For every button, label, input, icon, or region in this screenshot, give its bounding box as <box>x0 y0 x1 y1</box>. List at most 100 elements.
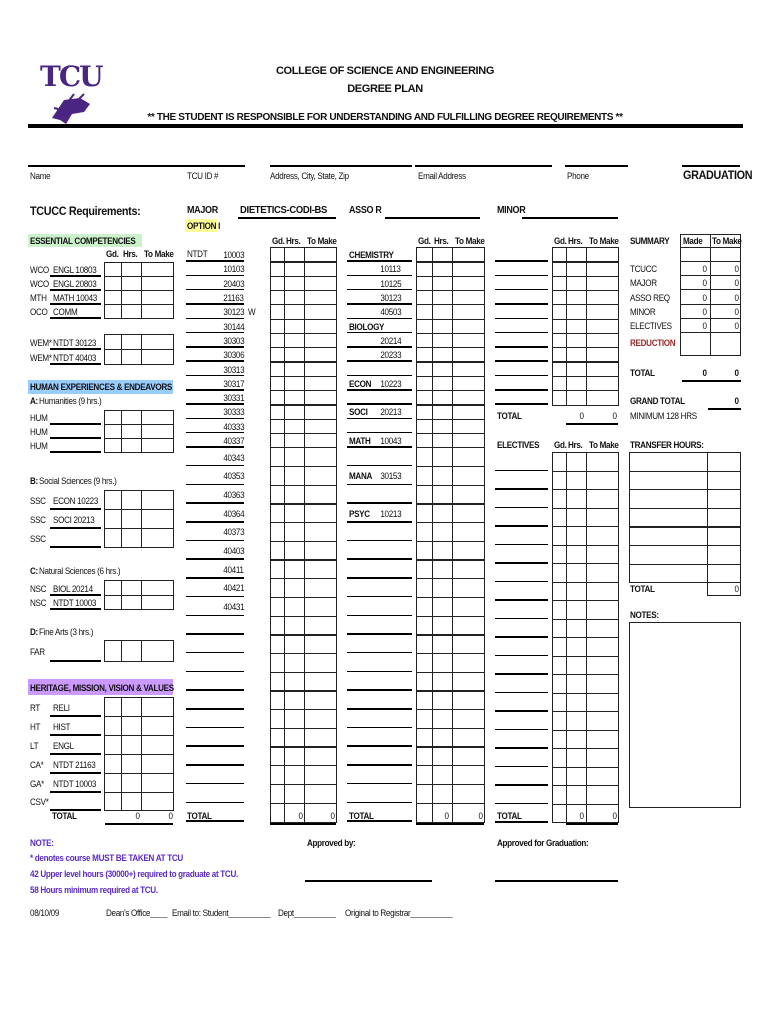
major-cell-gd[interactable] <box>270 289 286 306</box>
asso-cell-gd[interactable] <box>416 559 434 580</box>
major-cell-to-make[interactable] <box>304 275 338 292</box>
asso-cell-gd[interactable] <box>416 690 434 711</box>
electives-cell-hrs[interactable] <box>566 452 588 472</box>
electives-cell-gd[interactable] <box>552 544 568 565</box>
major-cell-gd[interactable] <box>270 783 286 804</box>
electives-cell-to-make[interactable] <box>586 581 620 602</box>
asso-cell-to-make[interactable] <box>452 465 486 486</box>
minor-cell-hrs[interactable] <box>566 375 588 392</box>
major-cell-hrs[interactable] <box>284 746 306 767</box>
electives-cell-gd[interactable] <box>552 729 568 750</box>
notes-box[interactable] <box>629 622 741 808</box>
essential-cell-to-make[interactable] <box>141 304 175 320</box>
wem-cell-to-make[interactable] <box>141 349 175 366</box>
electives-cell-hrs[interactable] <box>566 507 588 528</box>
asso-cell-to-make[interactable] <box>452 404 486 420</box>
major-cell-gd[interactable] <box>270 484 286 505</box>
humanities-cell-hrs[interactable] <box>121 438 143 454</box>
electives-cell-gd[interactable] <box>552 674 568 694</box>
major-cell-hrs[interactable] <box>284 318 306 335</box>
transfer-hours-cell[interactable] <box>707 545 741 565</box>
electives-cell-to-make[interactable] <box>586 748 620 768</box>
social-sciences-cell-gd[interactable] <box>104 528 123 549</box>
major-cell-to-make[interactable] <box>304 690 338 711</box>
essential-cell-hrs[interactable] <box>121 276 143 292</box>
asso-cell-gd[interactable] <box>416 418 434 435</box>
humanities-cell-gd[interactable] <box>104 410 123 426</box>
asso-cell-gd[interactable] <box>416 390 434 406</box>
major-cell-hrs[interactable] <box>284 447 306 468</box>
transfer-hours-cell[interactable] <box>707 452 741 472</box>
phone-field[interactable] <box>565 165 628 167</box>
minor-cell-gd[interactable] <box>552 304 568 320</box>
essential-cell-to-make[interactable] <box>141 290 175 306</box>
asso-cell-hrs[interactable] <box>432 275 454 292</box>
asso-cell-hrs[interactable] <box>432 765 454 786</box>
asso-cell-gd[interactable] <box>416 347 434 363</box>
minor-cell-to-make[interactable] <box>586 361 620 377</box>
minor-cell-hrs[interactable] <box>566 261 588 277</box>
major-cell-gd[interactable] <box>270 634 286 655</box>
minor-cell-gd[interactable] <box>552 375 568 392</box>
major-cell-to-make[interactable] <box>304 361 338 377</box>
major-cell-hrs[interactable] <box>284 418 306 435</box>
major-cell-to-make[interactable] <box>304 432 338 449</box>
electives-cell-to-make[interactable] <box>586 600 620 620</box>
asso-cell-gd[interactable] <box>416 503 434 524</box>
fine-arts-cell-hrs[interactable] <box>121 640 143 663</box>
asso-cell-to-make[interactable] <box>452 671 486 692</box>
asso-cell-hrs[interactable] <box>432 447 454 468</box>
electives-cell-hrs[interactable] <box>566 748 588 768</box>
transfer-course-cell[interactable] <box>629 470 708 491</box>
asso-cell-gd[interactable] <box>416 746 434 767</box>
hmvv-cell-hrs[interactable] <box>121 697 143 718</box>
essential-cell-gd[interactable] <box>104 276 123 292</box>
essential-cell-hrs[interactable] <box>121 304 143 320</box>
minor-cell-hrs[interactable] <box>566 361 588 377</box>
electives-cell-to-make[interactable] <box>586 766 620 787</box>
essential-cell-hrs[interactable] <box>121 262 143 278</box>
asso-cell-hrs[interactable] <box>432 247 454 263</box>
minor-cell-gd[interactable] <box>552 261 568 277</box>
name-field[interactable] <box>28 165 245 167</box>
major-cell-to-make[interactable] <box>304 578 338 599</box>
asso-cell-hrs[interactable] <box>432 261 454 277</box>
asso-cell-to-make[interactable] <box>452 578 486 599</box>
fine-arts-cell-gd[interactable] <box>104 640 123 663</box>
humanities-cell-to-make[interactable] <box>141 438 175 454</box>
major-cell-to-make[interactable] <box>304 615 338 636</box>
electives-cell-hrs[interactable] <box>566 563 588 583</box>
asso-cell-hrs[interactable] <box>432 304 454 320</box>
hmvv-cell-gd[interactable] <box>104 754 123 775</box>
asso-cell-to-make[interactable] <box>452 247 486 263</box>
major-cell-hrs[interactable] <box>284 522 306 542</box>
asso-cell-gd[interactable] <box>416 247 434 263</box>
asso-cell-hrs[interactable] <box>432 652 454 673</box>
natural-sciences-cell-hrs[interactable] <box>121 580 143 597</box>
asso-cell-to-make[interactable] <box>452 275 486 292</box>
minor-cell-hrs[interactable] <box>566 347 588 363</box>
essential-cell-gd[interactable] <box>104 304 123 320</box>
hmvv-cell-gd[interactable] <box>104 792 123 812</box>
electives-cell-gd[interactable] <box>552 785 568 805</box>
major-cell-hrs[interactable] <box>284 578 306 599</box>
asso-cell-to-make[interactable] <box>452 432 486 449</box>
electives-cell-hrs[interactable] <box>566 470 588 491</box>
major-cell-hrs[interactable] <box>284 484 306 505</box>
major-cell-gd[interactable] <box>270 615 286 636</box>
major-cell-gd[interactable] <box>270 596 286 617</box>
wem-cell-to-make[interactable] <box>141 334 175 351</box>
natural-sciences-cell-gd[interactable] <box>104 595 123 611</box>
major-cell-hrs[interactable] <box>284 375 306 392</box>
major-cell-hrs[interactable] <box>284 615 306 636</box>
natural-sciences-cell-gd[interactable] <box>104 580 123 597</box>
major-cell-hrs[interactable] <box>284 465 306 486</box>
major-cell-gd[interactable] <box>270 727 286 748</box>
minor-cell-hrs[interactable] <box>566 275 588 292</box>
transfer-hours-cell[interactable] <box>707 526 741 547</box>
asso-cell-to-make[interactable] <box>452 375 486 392</box>
electives-cell-hrs[interactable] <box>566 526 588 546</box>
major-cell-gd[interactable] <box>270 447 286 468</box>
asso-cell-hrs[interactable] <box>432 746 454 767</box>
approved-graduation-signature-field[interactable] <box>495 880 618 882</box>
